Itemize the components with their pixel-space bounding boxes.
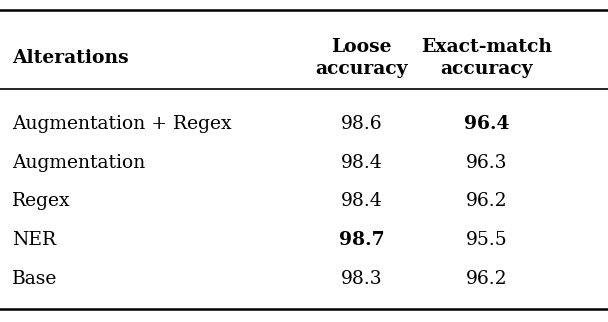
Text: 96.2: 96.2 bbox=[466, 270, 507, 288]
Text: Alterations: Alterations bbox=[12, 49, 129, 67]
Text: Augmentation + Regex: Augmentation + Regex bbox=[12, 115, 232, 133]
Text: 98.3: 98.3 bbox=[341, 270, 382, 288]
Text: Loose
accuracy: Loose accuracy bbox=[316, 38, 408, 78]
Text: 98.6: 98.6 bbox=[341, 115, 382, 133]
Text: NER: NER bbox=[12, 231, 57, 249]
Text: 98.4: 98.4 bbox=[341, 154, 382, 172]
Text: 95.5: 95.5 bbox=[466, 231, 507, 249]
Text: Exact-match
accuracy: Exact-match accuracy bbox=[421, 38, 552, 78]
Text: Augmentation: Augmentation bbox=[12, 154, 145, 172]
Text: 98.4: 98.4 bbox=[341, 192, 382, 210]
Text: 96.3: 96.3 bbox=[466, 154, 507, 172]
Text: 96.4: 96.4 bbox=[464, 115, 509, 133]
Text: 98.7: 98.7 bbox=[339, 231, 385, 249]
Text: Regex: Regex bbox=[12, 192, 71, 210]
Text: Base: Base bbox=[12, 270, 58, 288]
Text: 96.2: 96.2 bbox=[466, 192, 507, 210]
